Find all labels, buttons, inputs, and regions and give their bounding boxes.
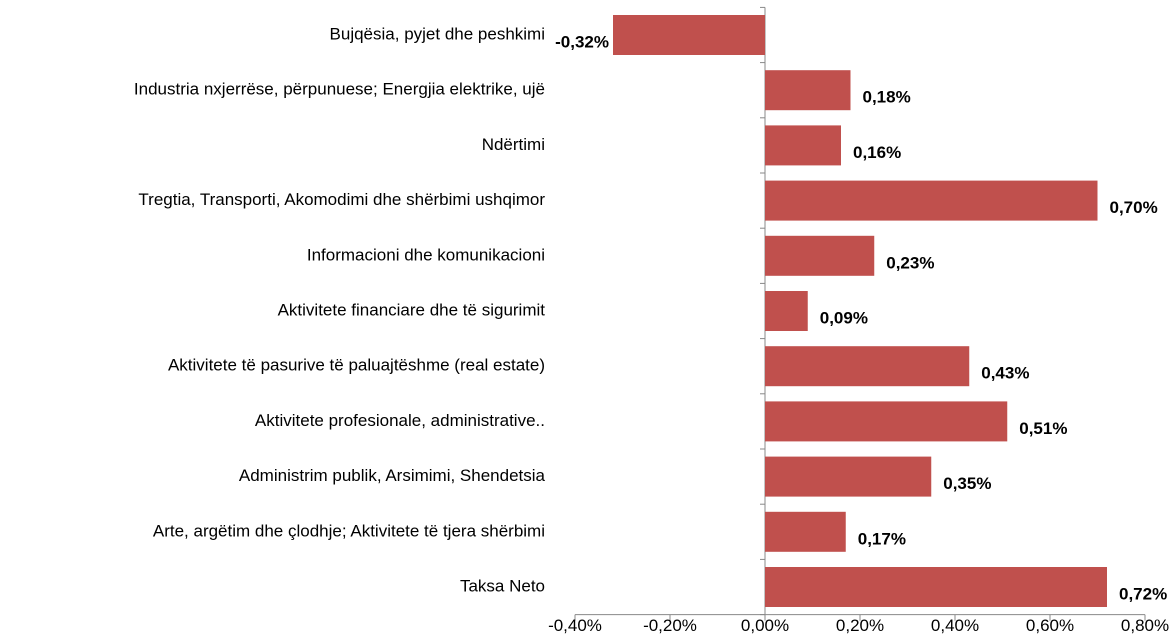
bar — [765, 180, 1098, 221]
bar — [765, 401, 1008, 442]
y-tick-label: Taksa Neto — [460, 576, 545, 595]
x-tick-label: 0,60% — [1026, 616, 1074, 634]
x-tick-label: -0,20% — [643, 616, 697, 634]
value-label: 0,16% — [853, 143, 901, 162]
x-tick-label: 0,20% — [836, 616, 884, 634]
value-label: 0,09% — [820, 308, 868, 327]
value-label: 0,72% — [1119, 584, 1167, 603]
bar — [765, 235, 875, 276]
x-tick-label: 0,80% — [1121, 616, 1169, 634]
y-tick-label: Arte, argëtim dhe çlodhje; Aktivitete të… — [153, 521, 545, 540]
value-label: 0,23% — [886, 253, 934, 272]
bar — [765, 291, 808, 331]
x-tick-label: -0,40% — [548, 616, 602, 634]
y-tick-label: Aktivitete të pasurive të paluajtëshme (… — [168, 356, 545, 375]
y-tick-label: Tregtia, Transporti, Akomodimi dhe shërb… — [138, 190, 545, 209]
value-label: 0,18% — [863, 88, 911, 107]
value-label: -0,32% — [555, 32, 609, 51]
y-tick-label: Ndërtimi — [482, 135, 545, 154]
y-tick-label: Administrim publik, Arsimimi, Shendetsia — [239, 466, 546, 485]
value-label: 0,35% — [943, 474, 991, 493]
value-label: 0,17% — [858, 529, 906, 548]
y-tick-label: Bujqësia, pyjet dhe peshkimi — [330, 24, 545, 43]
y-tick-label: Industria nxjerrëse, përpunuese; Energji… — [134, 80, 545, 99]
x-tick-label: 0,40% — [931, 616, 979, 634]
bar — [765, 511, 846, 552]
bar — [765, 70, 851, 111]
value-label: 0,43% — [981, 364, 1029, 383]
y-tick-label: Informacioni dhe komunikacioni — [307, 245, 545, 264]
x-tick-label: 0,00% — [741, 616, 789, 634]
bar — [765, 125, 841, 166]
y-tick-label: Aktivitete financiare dhe të sigurimit — [278, 300, 546, 319]
value-label: 0,70% — [1110, 198, 1158, 217]
bar — [765, 456, 932, 497]
bar — [765, 567, 1107, 607]
y-tick-label: Aktivitete profesionale, administrative.… — [255, 411, 545, 430]
bar — [613, 15, 765, 55]
value-label: 0,51% — [1019, 419, 1067, 438]
bar — [765, 346, 970, 387]
